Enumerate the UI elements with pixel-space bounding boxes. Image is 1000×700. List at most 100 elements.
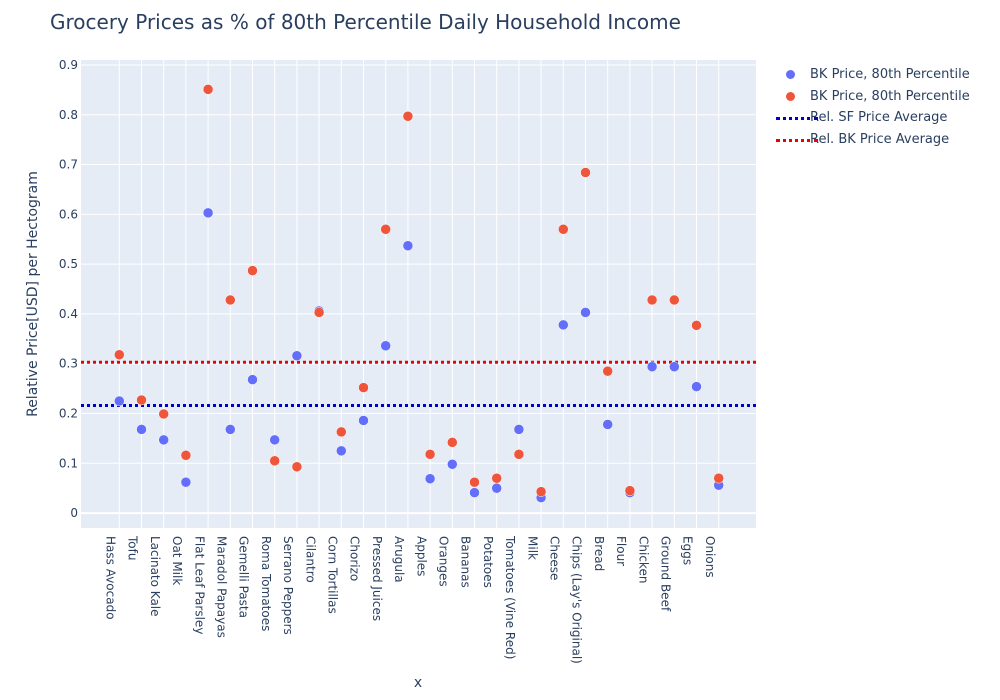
data-point[interactable] <box>469 476 480 488</box>
x-tick-label: Chicken <box>636 536 650 583</box>
data-point[interactable] <box>624 485 636 496</box>
x-tick-label: Cilantro <box>303 536 317 583</box>
data-point[interactable] <box>291 461 303 473</box>
data-point[interactable] <box>336 445 347 457</box>
legend-item[interactable]: Rel. SF Price Average <box>776 107 970 129</box>
data-point[interactable] <box>558 224 569 235</box>
x-tick-label: Tofu <box>126 535 140 560</box>
data-point[interactable] <box>646 361 658 372</box>
data-point[interactable] <box>269 455 280 467</box>
x-tick-label: Ground Beef <box>659 536 673 612</box>
data-point[interactable] <box>313 307 325 318</box>
y-tick-label: 0.2 <box>59 406 78 420</box>
data-point[interactable] <box>358 415 369 426</box>
data-point[interactable] <box>136 394 147 406</box>
data-point[interactable] <box>691 381 702 392</box>
legend: BK Price, 80th Percentile BK Price, 80th … <box>776 64 970 150</box>
data-point[interactable] <box>558 319 569 331</box>
x-tick-label: Potatoes <box>481 536 495 588</box>
x-tick-label: Milk <box>525 536 539 560</box>
legend-dot-icon <box>786 91 795 101</box>
x-tick-label: Pressed Juices <box>370 536 384 621</box>
x-tick-label: Gemelli Pasta <box>237 536 251 618</box>
legend-item[interactable]: BK Price, 80th Percentile <box>776 86 970 108</box>
reference-lines <box>81 360 756 408</box>
legend-item[interactable]: Rel. BK Price Average <box>776 129 970 151</box>
x-tick-label: Arugula <box>392 536 406 583</box>
data-point[interactable] <box>247 265 258 276</box>
x-tick-label: Apples <box>414 536 428 576</box>
data-point[interactable] <box>269 434 280 446</box>
x-tick-label: Cheese <box>548 536 562 580</box>
data-point[interactable] <box>358 382 369 393</box>
data-point[interactable] <box>424 449 436 460</box>
x-tick-label: Oranges <box>437 536 451 587</box>
data-point[interactable] <box>424 473 436 484</box>
data-point[interactable] <box>669 294 680 306</box>
data-point[interactable] <box>114 395 125 407</box>
data-point[interactable] <box>691 320 702 331</box>
data-point[interactable] <box>402 111 414 122</box>
x-tick-label: Flat Leaf Parsley <box>192 536 206 634</box>
data-point[interactable] <box>602 365 613 377</box>
data-point[interactable] <box>491 472 502 484</box>
data-point[interactable] <box>602 419 613 430</box>
y-tick-label: 0.4 <box>59 307 78 321</box>
x-tick-label: Maradol Papayas <box>215 536 229 638</box>
data-point[interactable] <box>646 294 658 306</box>
data-point[interactable] <box>447 459 458 470</box>
data-point[interactable] <box>535 486 547 497</box>
legend-label: Rel. BK Price Average <box>810 131 950 147</box>
y-tick-label: 0.3 <box>59 357 78 371</box>
data-point[interactable] <box>469 487 480 498</box>
data-point[interactable] <box>225 294 236 306</box>
data-point[interactable] <box>225 424 236 435</box>
legend-dotted-line-icon <box>776 138 818 142</box>
data-point[interactable] <box>513 449 525 460</box>
chart-title: Grocery Prices as % of 80th Percentile D… <box>50 10 681 34</box>
legend-label: BK Price, 80th Percentile <box>810 88 970 104</box>
data-point[interactable] <box>513 424 525 435</box>
y-tick-label: 0 <box>70 506 78 520</box>
x-tick-label: Chips (Lay's Original) <box>570 536 584 664</box>
x-tick-label: Bread <box>592 536 606 571</box>
x-tick-label: Oat Milk <box>170 536 184 585</box>
plot-background <box>81 60 756 528</box>
data-point[interactable] <box>380 224 391 235</box>
data-point[interactable] <box>291 350 303 361</box>
y-tick-label: 0.7 <box>59 158 78 172</box>
data-point[interactable] <box>402 240 414 251</box>
data-point[interactable] <box>202 207 214 219</box>
y-tick-label: 0.8 <box>59 108 78 122</box>
data-point[interactable] <box>669 361 680 372</box>
data-point[interactable] <box>580 167 591 178</box>
data-point[interactable] <box>180 450 192 461</box>
data-point[interactable] <box>447 437 458 448</box>
y-tick-label: 0.1 <box>59 456 78 470</box>
data-point[interactable] <box>580 307 591 318</box>
x-tick-label: Corn Tortillas <box>326 536 340 614</box>
x-tick-label: Serrano Peppers <box>281 536 295 635</box>
data-point[interactable] <box>202 84 214 95</box>
legend-label: BK Price, 80th Percentile <box>810 67 970 82</box>
data-point[interactable] <box>158 434 169 446</box>
data-point[interactable] <box>336 426 347 438</box>
legend-item[interactable]: BK Price, 80th Percentile <box>776 64 970 86</box>
data-point[interactable] <box>136 424 147 435</box>
data-point[interactable] <box>491 482 502 494</box>
data-point[interactable] <box>158 408 169 420</box>
legend-dot-icon <box>786 70 795 79</box>
x-tick-label: Chorizo <box>348 536 362 581</box>
data-point[interactable] <box>247 374 258 385</box>
data-point[interactable] <box>180 476 192 488</box>
x-tick-label: Bananas <box>459 536 473 588</box>
x-tick-label: Tomatoes (Vine Red) <box>503 535 517 659</box>
data-point[interactable] <box>114 349 125 360</box>
legend-label: Rel. SF Price Average <box>810 110 948 125</box>
data-point[interactable] <box>380 340 391 352</box>
y-tick-label: 0.5 <box>59 257 78 271</box>
x-axis-label: x <box>414 675 422 691</box>
data-point[interactable] <box>713 472 724 484</box>
x-gridlines <box>118 60 720 528</box>
